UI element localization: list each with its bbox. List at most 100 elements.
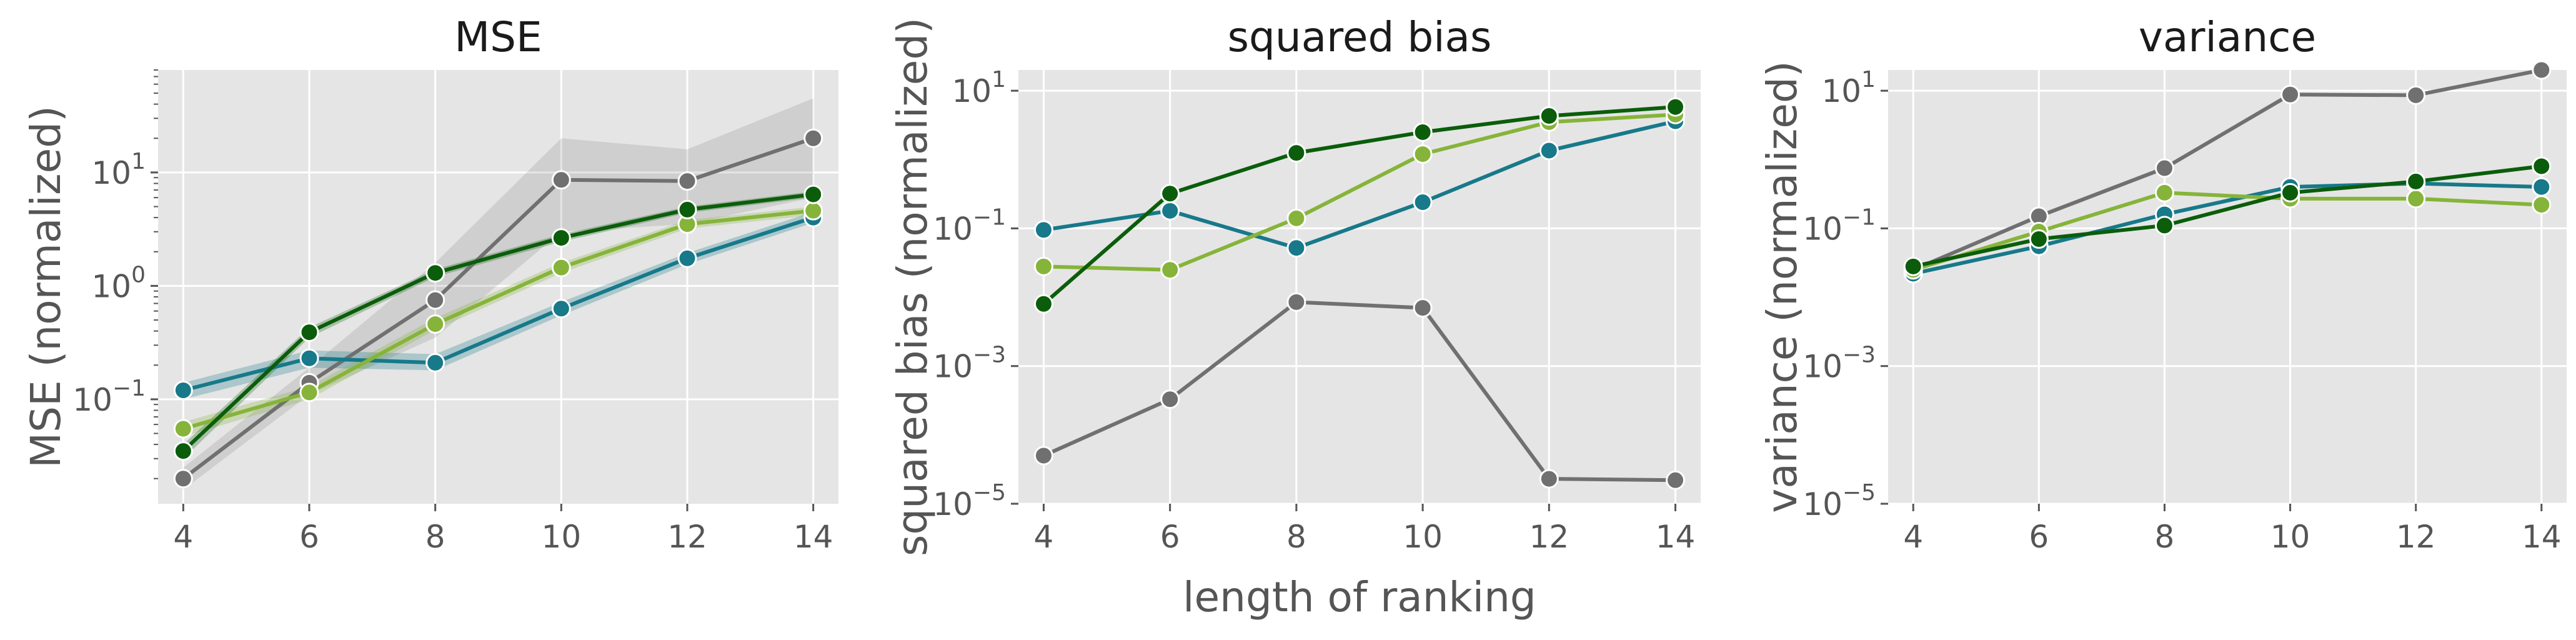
x-tick-label: 12	[2396, 519, 2436, 555]
x-tick-label: 8	[2155, 519, 2175, 555]
series-line-light_green	[1912, 191, 2542, 272]
panel-mse: 4 6 8 10 12 14 10−1 100 101 MSE MSE (normalized)	[22, 13, 838, 555]
y-tick-label: 10−3	[933, 342, 1006, 385]
x-tick-label: 10	[1403, 519, 1443, 555]
x-tick-label: 4	[1903, 519, 1923, 555]
data-point-dark_green-4	[1903, 256, 1923, 276]
plot-area-variance	[1888, 70, 2567, 504]
x-tick-label: 14	[2522, 519, 2562, 555]
series-mse	[173, 128, 823, 489]
data-point-dark_green-8	[425, 263, 445, 283]
data-point-teal-12	[1539, 141, 1559, 161]
x-tick-label: 10	[2270, 519, 2310, 555]
plot-area-squared-bias	[1018, 70, 1701, 504]
x-tick-label: 4	[1034, 519, 1054, 555]
data-point-gray-8	[425, 290, 445, 310]
data-point-teal-6	[1160, 201, 1180, 221]
data-point-light_green-8	[425, 314, 445, 334]
x-tick-label: 6	[1160, 519, 1180, 555]
data-point-dark_green-8	[2154, 216, 2174, 236]
y-tick-label: 101	[952, 67, 1006, 109]
x-tick-label: 8	[1286, 519, 1306, 555]
grid-variance	[1888, 70, 2567, 505]
data-point-dark_green-6	[2029, 229, 2049, 249]
data-point-gray-14	[2532, 60, 2552, 80]
data-point-gray-10	[1413, 298, 1433, 318]
data-point-teal-6	[299, 348, 319, 368]
x-tick-label: 8	[425, 519, 445, 555]
data-point-light_green-14	[803, 201, 823, 221]
x-tick-label: 12	[1529, 519, 1569, 555]
data-point-gray-10	[2280, 84, 2300, 104]
series-line-gray	[1043, 300, 1676, 482]
data-point-gray-4	[173, 469, 193, 489]
y-axis-label-squared-bias: squared bias (normalized)	[888, 18, 937, 556]
y-tick-label: 100	[91, 262, 146, 304]
data-point-gray-14	[1666, 470, 1686, 490]
data-point-teal-10	[551, 299, 571, 319]
data-point-dark_green-10	[1413, 122, 1433, 142]
series-line-dark_green	[182, 192, 814, 452]
bands-mse	[183, 98, 813, 490]
y-axis-label-mse: MSE (normalized)	[22, 106, 70, 468]
series-variance	[1903, 60, 2552, 284]
x-tick-label: 14	[793, 519, 833, 555]
data-point-light_green-10	[1413, 144, 1433, 164]
panel-squared-bias: 4 6 8 10 12 14 10−5 10−3 10−1 101 squared bias sq…	[888, 13, 1701, 556]
data-point-gray-10	[551, 170, 571, 190]
data-point-gray-14	[803, 128, 823, 148]
y-tick-label: 10−1	[72, 376, 146, 418]
series-line-teal	[182, 216, 814, 392]
panel-variance: 4 6 8 10 12 14 10−5 10−3 10−1 101 variance varian…	[1758, 13, 2567, 555]
confidence-band-teal	[183, 211, 813, 399]
data-point-dark_green-12	[677, 199, 697, 219]
data-point-dark_green-6	[1160, 184, 1180, 204]
data-point-teal-8	[425, 352, 445, 372]
data-point-teal-10	[1413, 192, 1433, 212]
data-point-dark_green-6	[299, 322, 319, 342]
series-line-dark_green	[1912, 164, 2542, 269]
data-point-teal-4	[1033, 220, 1053, 240]
data-point-teal-8	[1286, 238, 1306, 258]
grid-squared-bias	[1018, 70, 1701, 505]
data-point-dark_green-8	[1286, 143, 1306, 163]
data-point-light_green-6	[299, 382, 319, 402]
panel-title-mse: MSE	[454, 13, 542, 61]
series-line-light_green	[182, 209, 813, 431]
x-tick-label: 6	[2029, 519, 2049, 555]
axes-mse: 4 6 8 10 12 14 10−1 100 101	[72, 69, 833, 555]
data-point-dark_green-14	[1666, 97, 1686, 117]
data-point-gray-12	[2406, 85, 2426, 105]
data-point-gray-12	[677, 171, 697, 191]
series-line-teal	[1912, 181, 2542, 276]
data-point-dark_green-4	[1033, 294, 1053, 314]
confidence-band-gray	[183, 98, 813, 490]
data-point-teal-12	[677, 248, 697, 268]
data-point-teal-4	[173, 381, 193, 401]
data-point-dark_green-4	[173, 441, 193, 461]
y-tick-label: 10−1	[1803, 204, 1876, 247]
confidence-band-light_green	[183, 206, 813, 437]
data-point-dark_green-12	[2406, 171, 2426, 191]
data-point-dark_green-14	[803, 184, 823, 204]
data-point-gray-6	[1160, 389, 1180, 409]
x-tick-label: 4	[173, 519, 193, 555]
y-tick-label: 10−1	[933, 204, 1006, 247]
data-point-light_green-8	[1286, 208, 1306, 228]
axes-squared-bias: 4 6 8 10 12 14 10−5 10−3 10−1 101	[933, 67, 1695, 555]
y-tick-label: 10−5	[933, 480, 1006, 522]
data-point-dark_green-10	[2280, 182, 2300, 202]
grid-mse	[158, 70, 838, 504]
data-point-dark_green-10	[551, 228, 571, 248]
y-tick-label: 101	[1821, 67, 1876, 109]
data-point-light_green-4	[1033, 256, 1053, 276]
plot-area-mse	[158, 70, 838, 504]
x-tick-label: 14	[1656, 519, 1696, 555]
x-axis-label: length of ranking	[1183, 573, 1536, 621]
y-tick-label: 10−5	[1803, 480, 1876, 522]
data-point-light_green-12	[2406, 189, 2426, 209]
data-point-gray-4	[1033, 446, 1053, 466]
x-tick-label: 12	[667, 519, 707, 555]
y-tick-label: 101	[91, 149, 146, 191]
data-point-dark_green-12	[1539, 106, 1559, 126]
